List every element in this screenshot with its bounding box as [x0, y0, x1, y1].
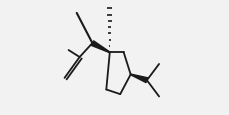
Polygon shape [91, 42, 109, 53]
Polygon shape [130, 74, 147, 83]
